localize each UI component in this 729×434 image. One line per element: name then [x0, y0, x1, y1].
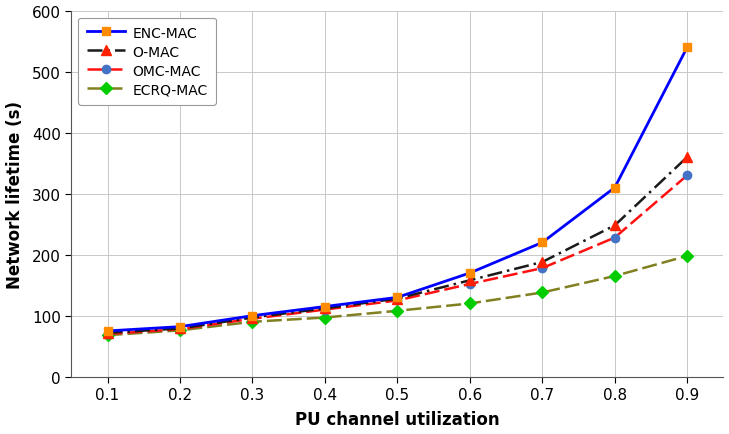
ECRQ-MAC: [248, 319, 257, 325]
Y-axis label: Network lifetime (s): Network lifetime (s): [6, 100, 23, 288]
O-MAC: [248, 315, 257, 320]
Line: OMC-MAC: OMC-MAC: [104, 172, 691, 339]
O-MAC: [393, 296, 402, 302]
O-MAC: [465, 278, 474, 283]
O-MAC: [610, 223, 619, 228]
ECRQ-MAC: [610, 274, 619, 279]
OMC-MAC: [176, 327, 184, 332]
OMC-MAC: [248, 316, 257, 322]
O-MAC: [538, 260, 547, 265]
O-MAC: [176, 326, 184, 331]
ECRQ-MAC: [104, 333, 112, 338]
OMC-MAC: [683, 173, 692, 178]
ECRQ-MAC: [538, 290, 547, 296]
ECRQ-MAC: [176, 328, 184, 333]
ENC-MAC: [683, 46, 692, 51]
Line: O-MAC: O-MAC: [103, 153, 692, 338]
ENC-MAC: [610, 185, 619, 191]
O-MAC: [321, 306, 330, 311]
ENC-MAC: [321, 304, 330, 309]
ECRQ-MAC: [465, 301, 474, 306]
ECRQ-MAC: [321, 315, 330, 320]
ECRQ-MAC: [683, 254, 692, 259]
OMC-MAC: [465, 282, 474, 287]
ENC-MAC: [248, 313, 257, 319]
Line: ENC-MAC: ENC-MAC: [104, 44, 691, 335]
Legend: ENC-MAC, O-MAC, OMC-MAC, ECRQ-MAC: ENC-MAC, O-MAC, OMC-MAC, ECRQ-MAC: [78, 19, 216, 105]
OMC-MAC: [538, 266, 547, 271]
OMC-MAC: [610, 235, 619, 240]
ECRQ-MAC: [393, 309, 402, 314]
OMC-MAC: [104, 332, 112, 337]
O-MAC: [683, 155, 692, 160]
ENC-MAC: [104, 329, 112, 334]
X-axis label: PU channel utilization: PU channel utilization: [295, 411, 499, 428]
OMC-MAC: [321, 307, 330, 312]
ENC-MAC: [176, 324, 184, 329]
OMC-MAC: [393, 298, 402, 303]
ENC-MAC: [538, 240, 547, 246]
Line: ECRQ-MAC: ECRQ-MAC: [104, 252, 691, 339]
ENC-MAC: [393, 295, 402, 300]
O-MAC: [104, 330, 112, 335]
ENC-MAC: [465, 271, 474, 276]
